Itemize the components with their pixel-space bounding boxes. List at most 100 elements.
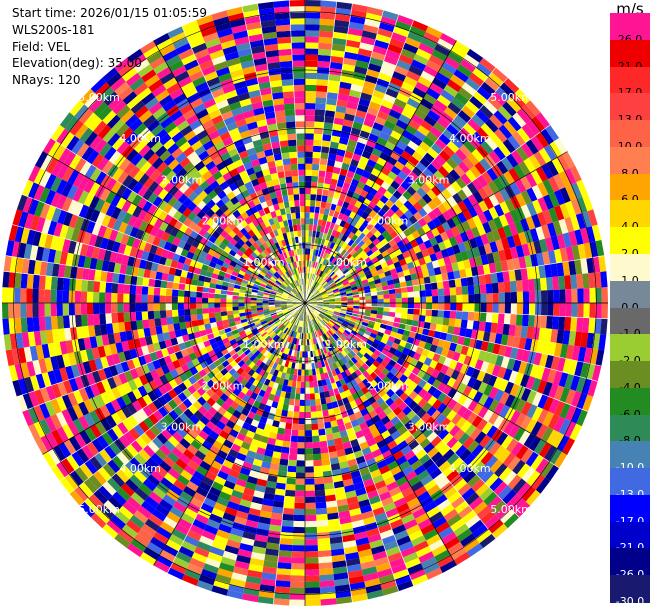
velocity-cell — [308, 326, 312, 333]
velocity-cell — [309, 332, 313, 339]
velocity-cell — [147, 310, 155, 320]
velocity-cell — [320, 321, 326, 327]
velocity-cell — [176, 261, 184, 271]
velocity-cell — [265, 548, 279, 557]
velocity-cell — [589, 348, 599, 365]
velocity-cell — [169, 420, 181, 432]
velocity-cell — [467, 206, 478, 218]
velocity-cell — [245, 311, 252, 316]
velocity-cell — [112, 374, 123, 387]
velocity-cell — [320, 6, 336, 14]
velocity-cell — [249, 336, 256, 343]
velocity-cell — [388, 311, 396, 318]
velocity-cell — [134, 533, 150, 547]
velocity-cell — [221, 485, 234, 496]
velocity-cell — [377, 306, 384, 312]
velocity-cell — [190, 314, 198, 321]
velocity-cell — [391, 103, 404, 114]
velocity-cell — [479, 312, 487, 322]
velocity-cell — [352, 272, 359, 279]
velocity-cell — [278, 323, 284, 329]
velocity-cell — [418, 242, 427, 252]
velocity-cell — [44, 234, 54, 249]
velocity-cell — [329, 271, 335, 278]
velocity-cell — [109, 229, 119, 242]
velocity-cell — [202, 308, 209, 314]
velocity-cell — [339, 378, 347, 386]
velocity-cell — [162, 402, 174, 414]
velocity-cell — [319, 287, 325, 293]
velocity-cell — [542, 340, 551, 355]
velocity-cell — [286, 477, 296, 485]
velocity-cell — [233, 438, 244, 447]
velocity-cell — [461, 311, 469, 321]
velocity-cell — [360, 560, 376, 570]
velocity-cell — [571, 303, 578, 318]
velocity-cell — [373, 213, 382, 222]
velocity-cell — [286, 303, 293, 305]
velocity-cell — [320, 328, 325, 335]
velocity-cell — [153, 295, 160, 303]
velocity-cell — [239, 315, 247, 321]
velocity-cell — [516, 108, 532, 124]
velocity-cell — [246, 351, 254, 359]
velocity-cell — [329, 61, 343, 70]
velocity-cell — [392, 277, 400, 285]
velocity-cell — [315, 283, 321, 289]
velocity-cell — [320, 152, 329, 160]
velocity-cell — [155, 504, 170, 517]
velocity-cell — [342, 268, 350, 275]
velocity-cell — [598, 334, 607, 351]
velocity-cell — [383, 303, 390, 308]
velocity-cell — [265, 316, 272, 321]
velocity-cell — [322, 296, 329, 300]
velocity-cell — [183, 354, 192, 364]
velocity-cell — [544, 264, 553, 278]
velocity-cell — [240, 537, 255, 546]
velocity-cell — [437, 165, 450, 178]
velocity-cell — [429, 344, 438, 353]
velocity-cell — [494, 333, 503, 345]
velocity-cell — [418, 257, 426, 266]
velocity-cell — [577, 303, 584, 318]
velocity-cell — [334, 19, 350, 28]
velocity-cell — [466, 48, 484, 63]
velocity-cell — [217, 406, 227, 416]
velocity-cell — [247, 333, 255, 340]
velocity-cell — [270, 340, 277, 348]
velocity-cell — [223, 380, 232, 389]
velocity-cell — [44, 189, 56, 206]
velocity-cell — [262, 306, 270, 310]
velocity-cell — [335, 301, 342, 303]
velocity-cell — [305, 272, 307, 279]
velocity-cell — [305, 163, 313, 170]
velocity-cell — [22, 392, 34, 410]
velocity-cell — [183, 507, 198, 519]
velocity-cell — [280, 317, 287, 323]
velocity-cell — [377, 364, 386, 372]
velocity-cell — [183, 433, 195, 445]
velocity-cell — [469, 357, 478, 369]
velocity-cell — [399, 258, 407, 267]
velocity-cell — [243, 487, 255, 497]
velocity-cell — [330, 542, 344, 551]
velocity-cell — [326, 331, 332, 338]
velocity-cell — [165, 310, 173, 318]
velocity-cell — [416, 408, 427, 419]
velocity-cell — [364, 292, 372, 297]
velocity-cell — [429, 174, 441, 186]
velocity-cell — [308, 273, 312, 280]
velocity-cell — [435, 323, 443, 332]
velocity-cell — [391, 273, 399, 280]
velocity-cell — [285, 321, 291, 328]
velocity-cell — [289, 447, 298, 455]
velocity-cell — [177, 309, 185, 317]
velocity-cell — [322, 295, 329, 299]
velocity-cell — [186, 346, 195, 355]
velocity-cell — [266, 317, 273, 323]
velocity-cell — [374, 480, 387, 490]
velocity-cell — [33, 330, 42, 346]
velocity-cell — [141, 250, 150, 261]
velocity-cell — [521, 486, 536, 502]
velocity-cell — [295, 332, 299, 339]
